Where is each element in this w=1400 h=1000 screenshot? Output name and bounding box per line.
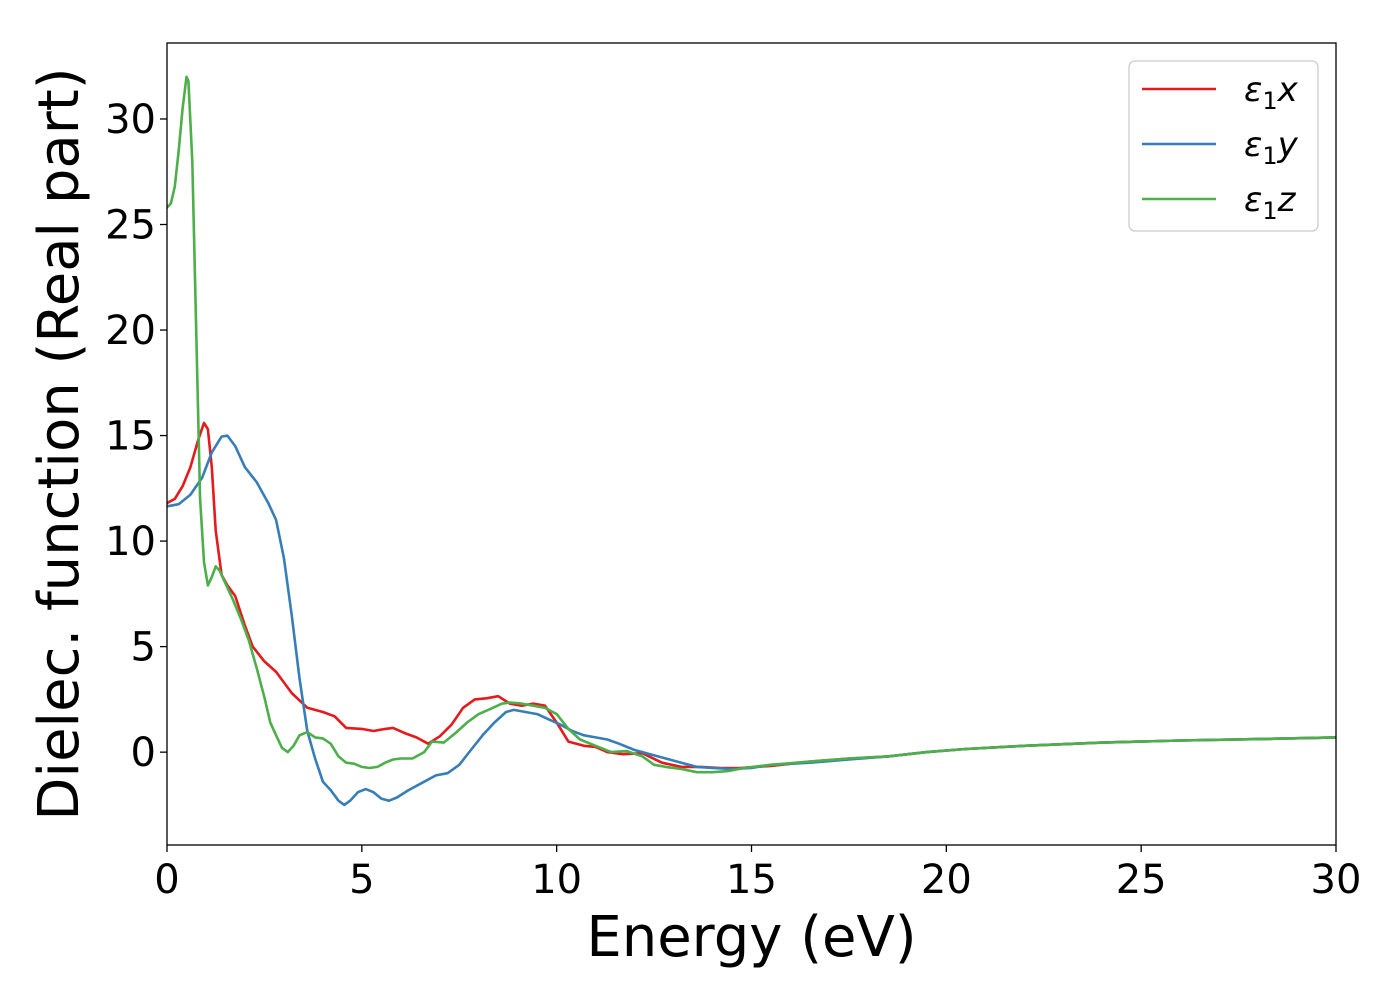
x-axis-label: Energy (eV): [586, 905, 916, 970]
y-tick-label: 20: [105, 308, 156, 354]
y-axis-label: Dielec. function (Real part): [27, 67, 92, 820]
legend-box: [1128, 60, 1319, 232]
legend: ε1x ε1y ε1z: [1128, 60, 1319, 232]
y-tick-label: 15: [105, 414, 156, 460]
y-tick-label: 5: [131, 625, 156, 671]
y-tick-label: 0: [131, 730, 156, 776]
x-tick-label: 0: [154, 857, 179, 903]
series-line-z: [167, 75, 1336, 774]
series-layer: [167, 75, 1336, 807]
legend-label-y: ε1y: [1244, 125, 1299, 170]
y-tick-label: 30: [105, 97, 156, 143]
y-tick-label: 10: [105, 519, 156, 565]
x-tick-label: 15: [726, 857, 777, 903]
legend-label-z: ε1z: [1244, 180, 1297, 225]
x-tick-label: 30: [1311, 857, 1362, 903]
y-tick-label: 25: [105, 203, 156, 249]
legend-label-x: ε1x: [1244, 70, 1299, 115]
x-tick-label: 5: [349, 857, 374, 903]
x-tick-label: 10: [531, 857, 582, 903]
x-tick-label: 20: [921, 857, 972, 903]
x-tick-label: 25: [1116, 857, 1167, 903]
x-axis-ticks: 0 5 10 15 20 25 30: [154, 845, 1361, 903]
y-axis-ticks: 0 5 10 15 20 25 30: [105, 97, 167, 776]
